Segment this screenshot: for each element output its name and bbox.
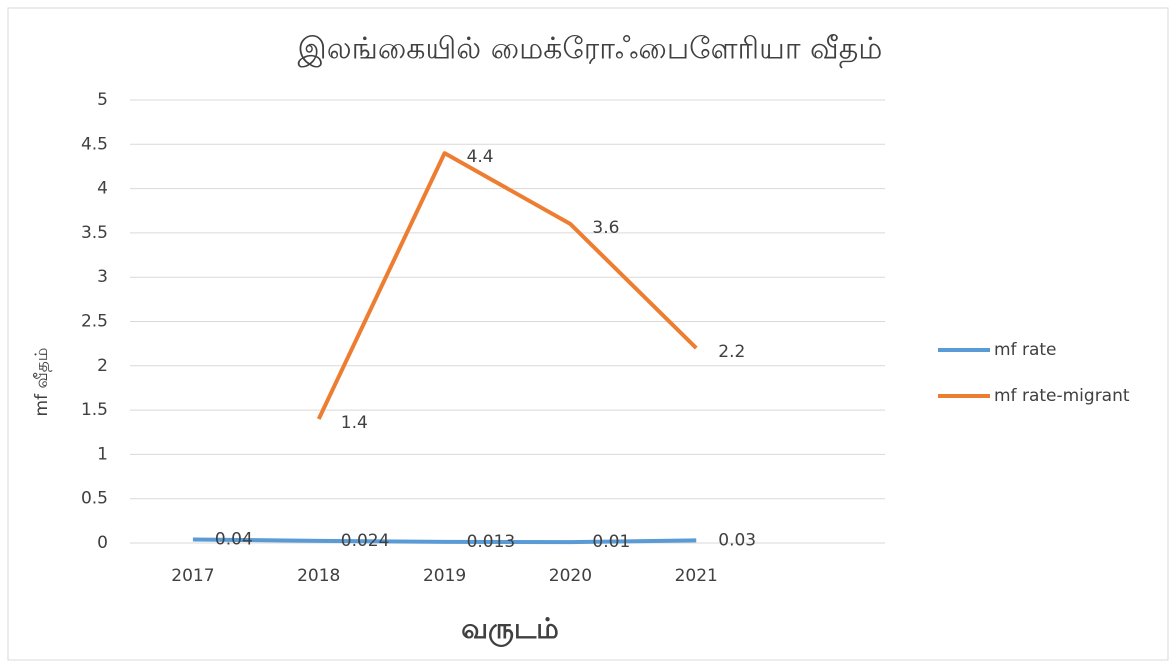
data-label: 3.6 [592, 218, 619, 238]
legend-label: mf rate-migrant [994, 386, 1130, 406]
legend-label: mf rate [994, 340, 1056, 360]
data-label: 0.04 [215, 529, 253, 549]
data-label: 4.4 [467, 147, 494, 167]
y-tick-label: 0 [97, 533, 108, 553]
y-axis-title: mf வீதம் [32, 348, 52, 417]
x-tick-label: 2019 [423, 566, 466, 586]
data-label: 0.03 [718, 530, 756, 550]
data-label: 1.4 [341, 413, 368, 433]
data-label: 0.024 [341, 531, 390, 551]
y-tick-label: 4.5 [81, 134, 108, 154]
x-tick-label: 2017 [171, 566, 214, 586]
y-tick-label: 2 [97, 356, 108, 376]
y-tick-label: 5 [97, 90, 108, 110]
series-line [316, 151, 698, 420]
y-tick-label: 0.5 [81, 489, 108, 509]
data-label: 2.2 [718, 342, 745, 362]
chart-border [7, 7, 1169, 661]
x-tick-label: 2021 [675, 566, 718, 586]
x-tick-label: 2018 [297, 566, 340, 586]
x-tick-label: 2020 [549, 566, 592, 586]
chart-title: இலங்கையில் மைக்ரோஃபைளேரியா வீதம் [298, 32, 883, 69]
y-tick-label: 1 [97, 444, 108, 464]
y-tick-label: 3.5 [81, 223, 108, 243]
y-tick-label: 3 [97, 267, 108, 287]
y-tick-label: 1.5 [81, 400, 108, 420]
y-tick-label: 4 [97, 179, 108, 199]
x-axis-title: வருடம் [461, 612, 559, 648]
data-label: 0.01 [592, 532, 630, 552]
y-tick-label: 2.5 [81, 312, 108, 332]
data-label: 0.013 [467, 532, 516, 552]
series-line [192, 537, 697, 545]
